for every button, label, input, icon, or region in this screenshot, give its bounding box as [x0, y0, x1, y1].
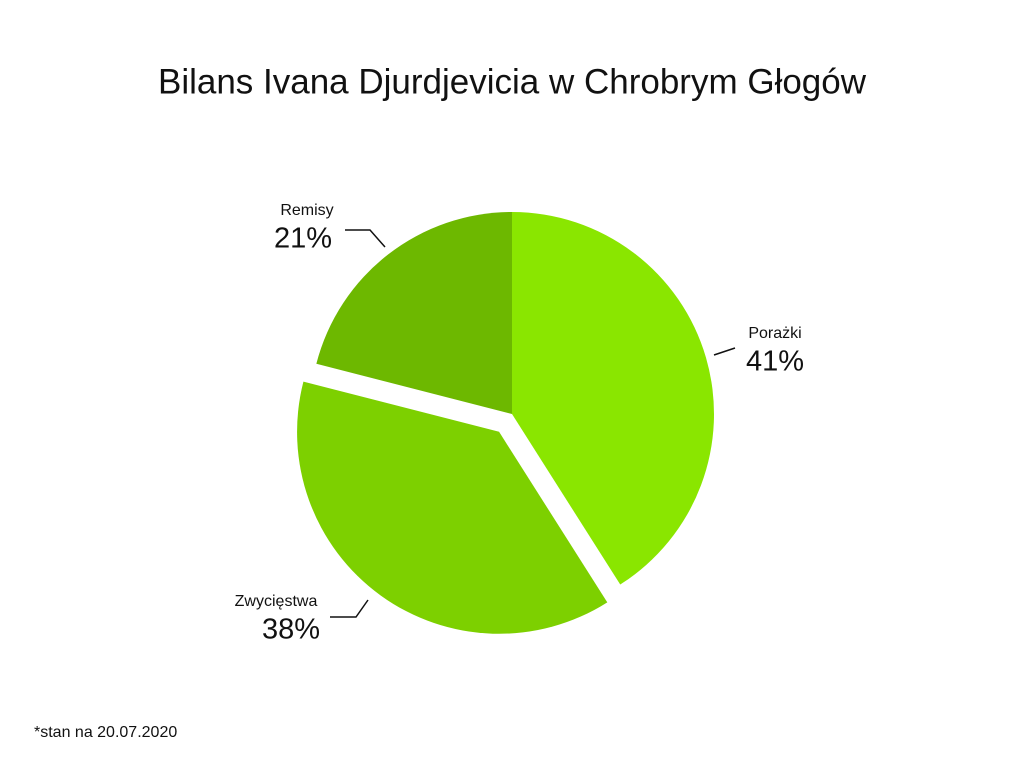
- leader-line: [713, 347, 736, 356]
- value-label: 38%: [262, 614, 320, 646]
- slice-label: Porażki: [748, 325, 801, 342]
- pie-slice: [316, 211, 512, 414]
- footnote: *stan na 20.07.2020: [34, 724, 177, 741]
- pie-slice: [512, 212, 714, 585]
- leader-line: [345, 229, 386, 248]
- leader-line: [330, 599, 369, 618]
- slice-label: Remisy: [280, 202, 333, 219]
- chart-title: Bilans Ivana Djurdjevicia w Chrobrym Gło…: [158, 62, 867, 101]
- slice-label: Zwycięstwa: [235, 593, 318, 610]
- value-label: 41%: [746, 346, 804, 378]
- pie-slice: [297, 381, 608, 634]
- value-label: 21%: [274, 223, 332, 255]
